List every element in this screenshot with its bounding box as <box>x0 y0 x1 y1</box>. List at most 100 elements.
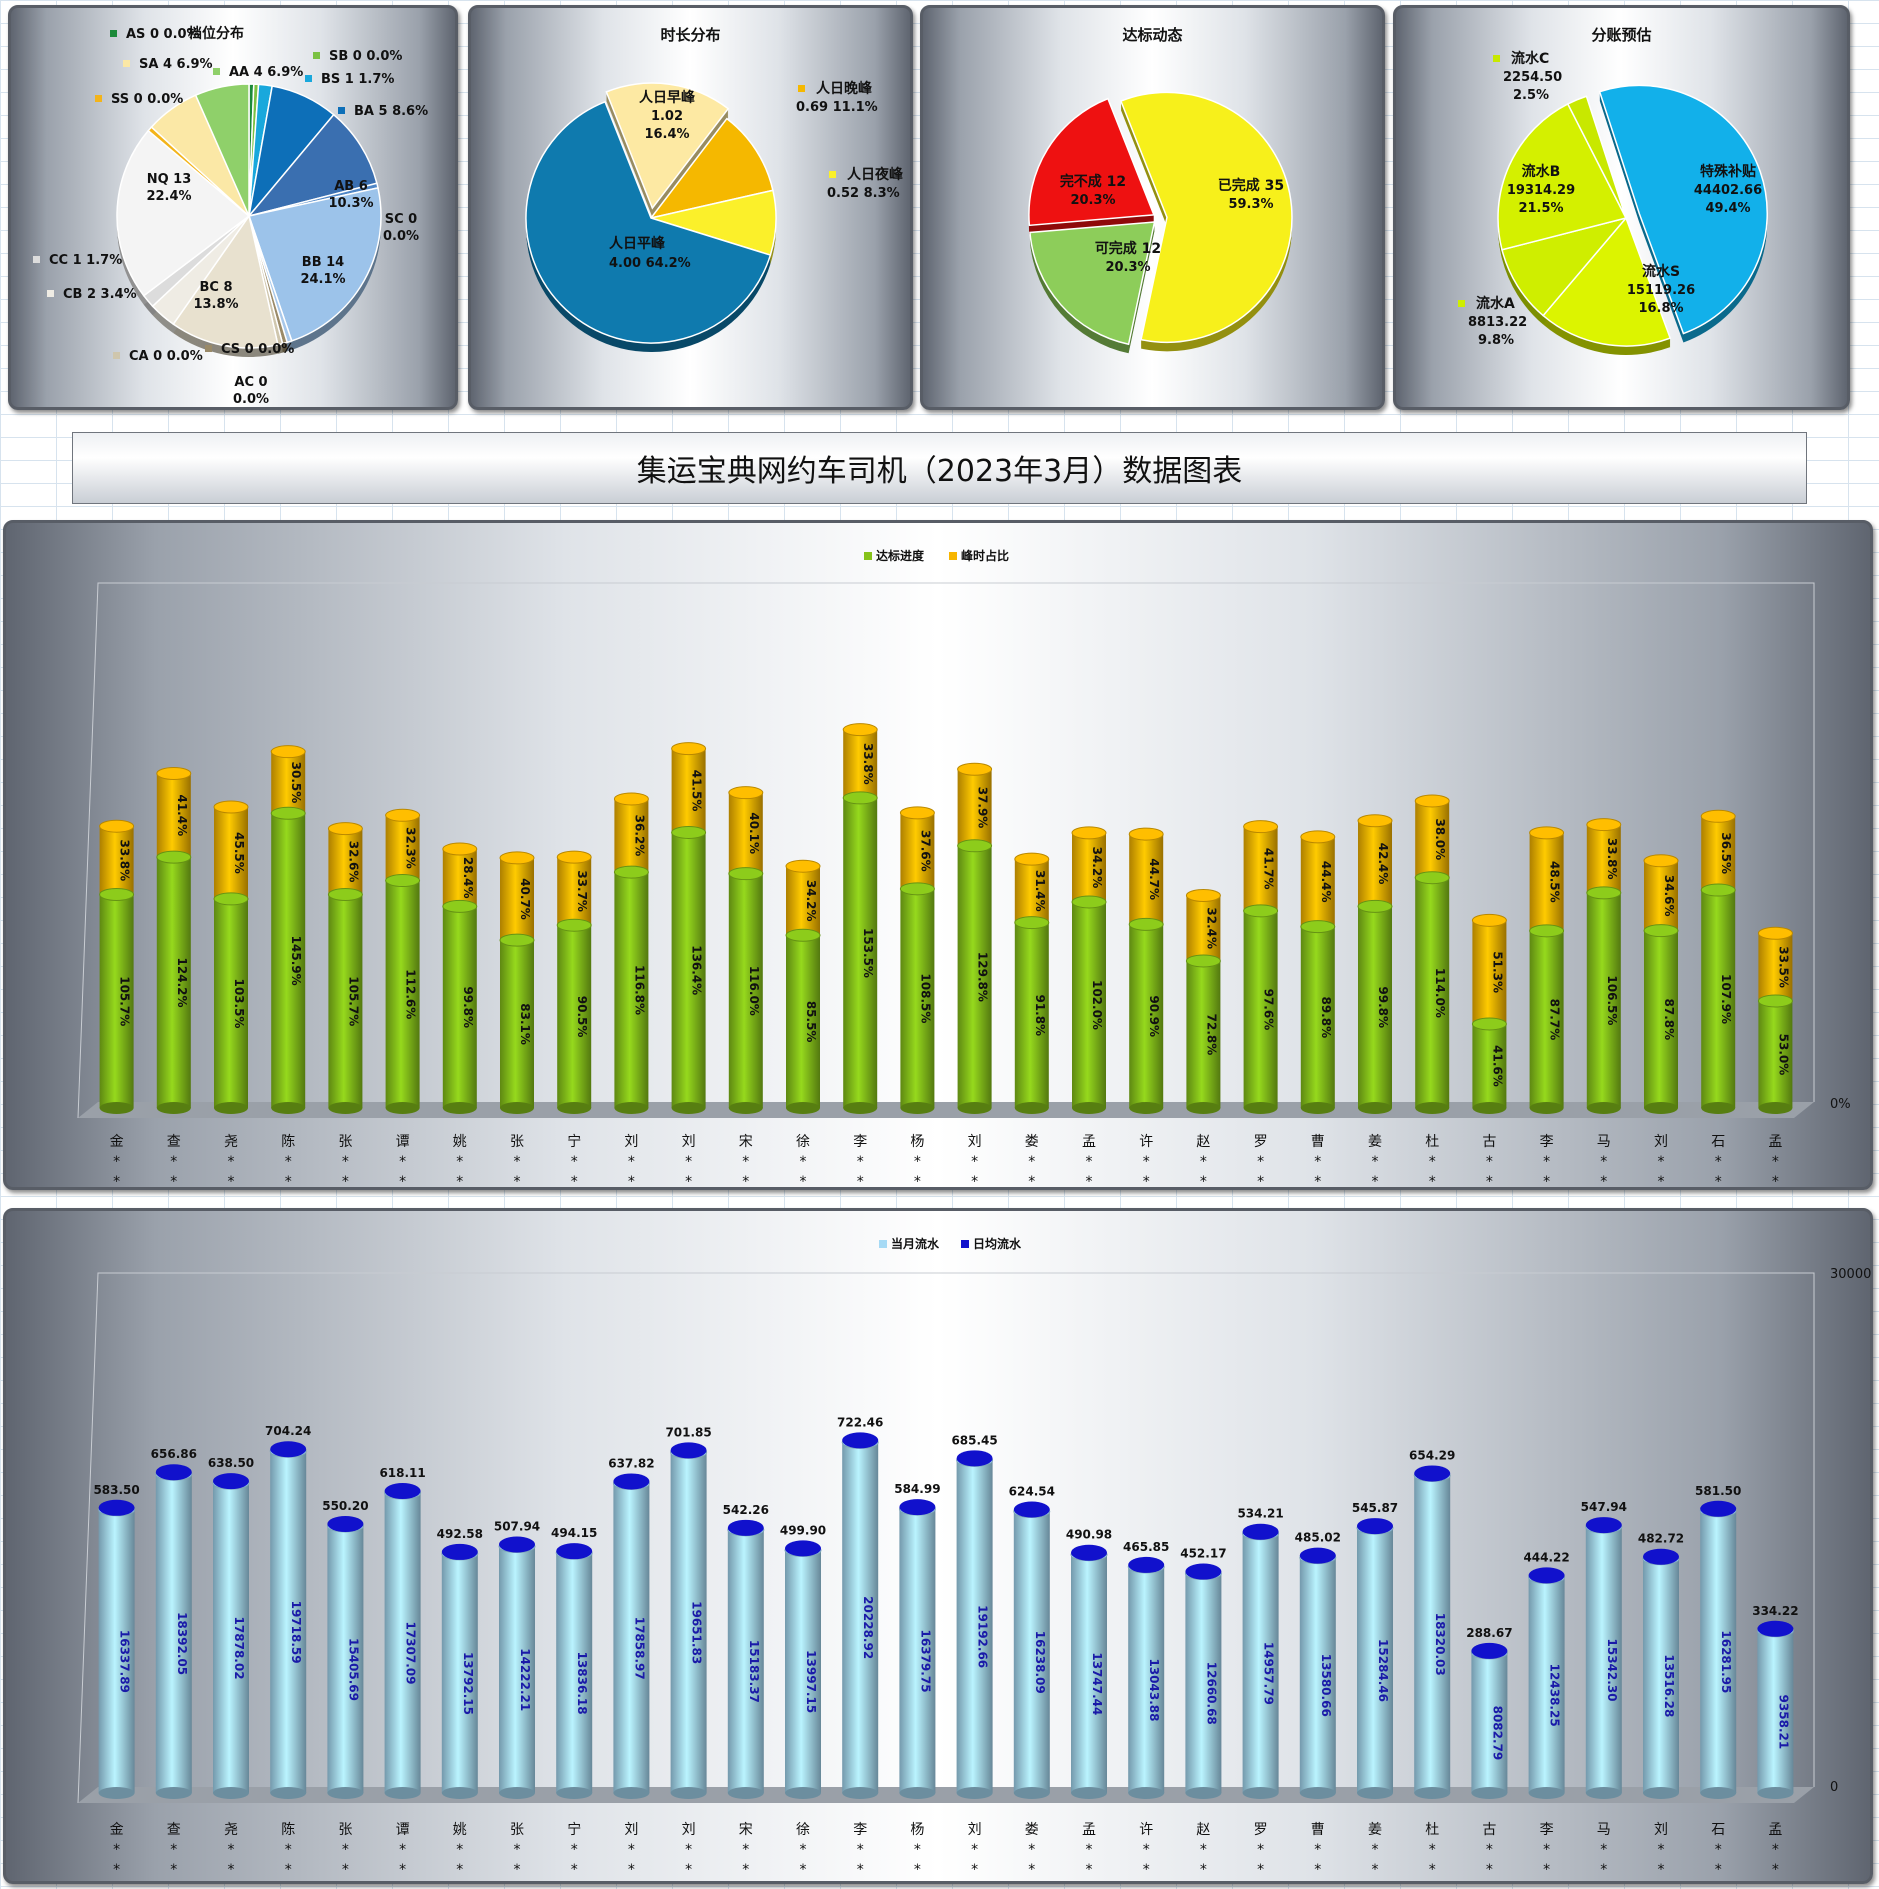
daily-avg-cap <box>1700 1500 1737 1517</box>
bar-target-progress <box>1071 895 1107 1114</box>
data-label-monthly: 13516.28 <box>1662 1654 1676 1717</box>
x-axis-label: 姚 <box>453 1134 467 1150</box>
data-label-monthly: 16281.95 <box>1719 1630 1733 1693</box>
bar-target-progress <box>270 806 306 1114</box>
bar-target-progress <box>442 899 478 1114</box>
legend-swatch <box>961 1240 969 1248</box>
legend-marker <box>1493 55 1500 62</box>
revenue-bar-panel: 30000 0 当月流水 日均流水 16337.89 583.50 金 * * 18392.05 6… <box>3 1208 1873 1884</box>
x-axis-label: * <box>914 1154 921 1170</box>
data-label-daily: 550.20 <box>322 1499 368 1513</box>
x-axis-label: * <box>1314 1154 1321 1170</box>
x-axis-label: 孟 <box>1082 1822 1096 1838</box>
data-label-progress: 124.2% <box>175 958 189 1008</box>
x-axis-label: 罗 <box>1254 1134 1268 1150</box>
pie-label-人日夜峰: 人日夜峰 <box>847 166 904 183</box>
data-label-peak: 40.7% <box>518 878 532 920</box>
data-label-daily: 583.50 <box>93 1483 139 1497</box>
data-label-progress: 89.8% <box>1319 996 1333 1038</box>
bar-monthly-revenue <box>98 1503 136 1799</box>
data-label-daily: 534.21 <box>1237 1507 1283 1521</box>
x-axis-label: * <box>857 1154 864 1170</box>
x-axis-label: * <box>514 1174 521 1190</box>
daily-avg-cap <box>270 1441 307 1458</box>
pie-label-BB: BB 14 <box>302 255 344 270</box>
x-axis-label: * <box>742 1174 749 1190</box>
data-label-daily: 618.11 <box>379 1466 425 1480</box>
data-label-monthly: 20228.92 <box>861 1596 875 1659</box>
x-axis-label: * <box>1372 1842 1379 1858</box>
x-axis-label: * <box>628 1862 635 1878</box>
x-axis-label: * <box>1658 1842 1665 1858</box>
data-label-daily: 722.46 <box>837 1415 883 1429</box>
data-label-monthly: 13043.88 <box>1147 1658 1161 1721</box>
x-axis-label: * <box>1257 1862 1264 1878</box>
data-label-progress: 41.6% <box>1490 1045 1504 1087</box>
data-label-peak: 32.4% <box>1204 907 1218 949</box>
data-label-peak: 34.6% <box>1662 875 1676 917</box>
pie-pct-特殊补贴: 49.4% <box>1705 201 1750 216</box>
legend-marker <box>113 352 120 359</box>
x-axis-label: 石 <box>1711 1134 1725 1150</box>
pie-slice-完不成 <box>1028 97 1155 227</box>
data-label-monthly: 19192.66 <box>976 1605 990 1668</box>
x-axis-label: * <box>1028 1862 1035 1878</box>
daily-avg-cap <box>1471 1642 1508 1659</box>
data-label-progress: 107.9% <box>1719 974 1733 1024</box>
data-label-daily: 581.50 <box>1695 1484 1741 1498</box>
x-axis-label: * <box>628 1842 635 1858</box>
data-label-peak: 33.8% <box>861 743 875 785</box>
data-label-progress: 114.0% <box>1433 968 1447 1018</box>
pie-slice-流水S <box>1542 216 1672 347</box>
daily-avg-cap <box>213 1473 249 1490</box>
target-pie-chart: 已完成 35 59.3% 可完成 12 20.3% 完不成 12 20.3% <box>1028 91 1293 354</box>
x-axis-label: * <box>742 1862 749 1878</box>
x-axis-label: * <box>971 1154 978 1170</box>
data-label-peak: 48.5% <box>1548 861 1562 903</box>
x-axis-label: 徐 <box>796 1134 810 1150</box>
bar-peak-share <box>1757 926 1793 1007</box>
pie-pct-流水A: 9.8% <box>1478 333 1514 348</box>
pie-value-人日平峰: 4.00 64.2% <box>609 256 691 271</box>
daily-avg-cap <box>1299 1547 1336 1564</box>
pie-value-人日早峰: 1.02 <box>651 109 683 124</box>
pie-pct-人日早峰: 16.4% <box>644 127 689 142</box>
pie-label-AC: AC 0 <box>234 375 267 390</box>
pie-pct-BC: 13.8% <box>193 297 238 312</box>
x-axis-label: 马 <box>1597 1134 1611 1150</box>
data-label-progress: 91.8% <box>1033 994 1047 1036</box>
bar-target-progress <box>556 918 592 1114</box>
data-label-progress: 105.7% <box>118 976 132 1026</box>
data-label-monthly: 16379.75 <box>918 1630 932 1693</box>
data-label-monthly: 12438.25 <box>1548 1664 1562 1727</box>
data-label-peak: 51.3% <box>1490 951 1504 993</box>
x-axis-label: * <box>1715 1154 1722 1170</box>
data-label-daily: 507.94 <box>494 1519 540 1533</box>
x-axis-label: 娄 <box>1025 1822 1039 1838</box>
legend-marker <box>95 95 102 102</box>
data-label-progress: 97.6% <box>1262 989 1276 1031</box>
data-label-peak: 33.8% <box>118 840 132 882</box>
data-label-peak: 41.7% <box>1262 848 1276 890</box>
x-axis-label: 曹 <box>1311 1134 1325 1150</box>
pie-label-人日晚峰: 人日晚峰 <box>816 80 873 97</box>
x-axis-label: * <box>571 1842 578 1858</box>
pie-label-AS: AS 0 0.0% <box>126 27 200 42</box>
data-label-monthly: 13580.66 <box>1319 1654 1333 1717</box>
x-axis-label: * <box>1314 1842 1321 1858</box>
x-axis-label: * <box>1200 1842 1207 1858</box>
pie-label-流水C: 流水C <box>1511 50 1549 67</box>
x-axis-label: * <box>1372 1862 1379 1878</box>
x-axis-label: * <box>1772 1154 1779 1170</box>
x-axis-label: * <box>1543 1862 1550 1878</box>
pie-label-人日早峰: 人日早峰 <box>639 89 696 106</box>
data-label-progress: 85.5% <box>804 1001 818 1043</box>
daily-avg-cap <box>1414 1465 1451 1482</box>
x-axis-label: * <box>1086 1842 1093 1858</box>
pie-panel-grade: AS 0 0.0% SB 0 0.0% BS 1 1.7% BA 5 8.6% AB 6… <box>8 5 458 410</box>
x-axis-label: * <box>456 1862 463 1878</box>
x-axis-label: 刘 <box>682 1822 696 1838</box>
data-label-monthly: 16238.09 <box>1033 1631 1047 1694</box>
pie-label-SS: SS 0 0.0% <box>111 92 183 107</box>
bar-target-progress <box>1357 899 1393 1114</box>
